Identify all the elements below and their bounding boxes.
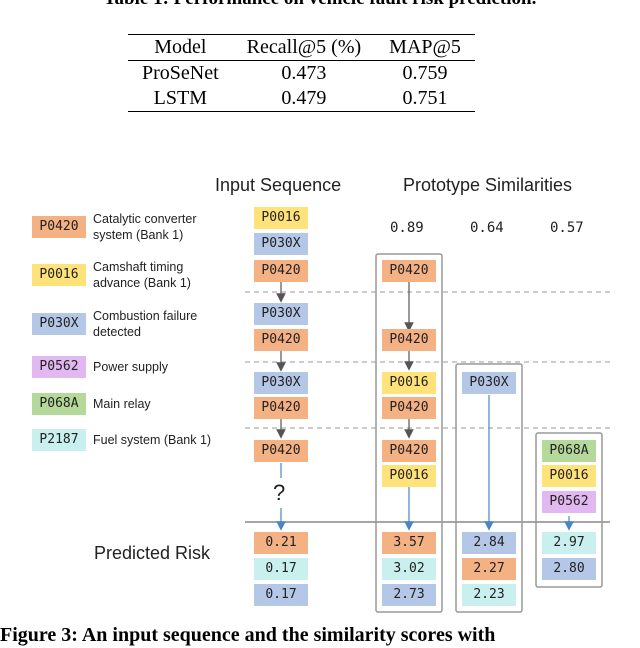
prototype2-event-chip: P030X	[462, 372, 516, 394]
input-event-chip: P0420	[254, 329, 308, 351]
legend-desc: Catalytic converter system (Bank 1)	[93, 212, 197, 242]
prototype1-event-chip: P0016	[382, 372, 436, 394]
input-event-chip: P0420	[254, 440, 308, 462]
prototype-similarities-title: Prototype Similarities	[403, 175, 573, 195]
figure-caption: Figure 3: An input sequence and the simi…	[0, 624, 496, 646]
risk-value-chip: 0.17	[254, 558, 308, 580]
risk-value-chip: 2.73	[382, 584, 436, 606]
risk-value-chip: 3.57	[382, 532, 436, 554]
input-event-chip: P030X	[254, 233, 308, 255]
legend-chip-p0562: P0562	[32, 356, 86, 378]
input-event-chip: P030X	[254, 372, 308, 394]
prototype2-box	[455, 363, 523, 613]
legend-desc: Main relay	[93, 397, 151, 411]
table-row: LSTM 0.479 0.751	[128, 86, 475, 112]
legend-desc: Power supply	[93, 360, 169, 374]
legend-desc: Combustion failure detected	[93, 309, 198, 339]
table-header-row: Model Recall@5 (%) MAP@5	[128, 34, 475, 61]
risk-value-chip: 0.21	[254, 532, 308, 554]
input-event-chip: P0420	[254, 397, 308, 419]
legend-chip-p2187: P2187	[32, 429, 86, 451]
prototype1-event-chip: P0016	[382, 465, 436, 487]
table-caption: Table 1: Performance on vehicle fault ri…	[0, 0, 640, 10]
legend-desc: Fuel system (Bank 1)	[93, 433, 212, 447]
table-cell: 0.473	[281, 62, 327, 84]
input-sequence-title: Input Sequence	[215, 175, 342, 195]
legend-chip-p0420: P0420	[32, 216, 86, 238]
legend-chip-p0016: P0016	[32, 264, 86, 286]
prototype3-event-chip: P0562	[542, 491, 596, 513]
prototype1-event-chip: P0420	[382, 397, 436, 419]
table-header-model: Model	[154, 36, 207, 58]
table-cell: ProSeNet	[142, 62, 219, 84]
table-cell: 0.751	[402, 87, 448, 109]
risk-value-chip: 3.02	[382, 558, 436, 580]
table-row: ProSeNet 0.473 0.759	[128, 61, 475, 87]
similarity-score: 0.57	[550, 220, 584, 236]
prototype1-event-chip: P0420	[382, 260, 436, 282]
similarity-score: 0.89	[390, 220, 424, 236]
table-cell: LSTM	[153, 87, 207, 109]
predicted-risk-label: Predicted Risk	[94, 543, 211, 563]
table-cell: 0.759	[402, 62, 448, 84]
prototype1-event-chip: P0420	[382, 329, 436, 351]
risk-value-chip: 0.17	[254, 584, 308, 606]
table-header-recall: Recall@5 (%)	[246, 36, 362, 58]
risk-value-chip: 2.97	[542, 532, 596, 554]
prototype3-event-chip: P0016	[542, 465, 596, 487]
table-cell: 0.479	[281, 87, 327, 109]
risk-value-chip: 2.84	[462, 532, 516, 554]
legend-chip-p030x: P030X	[32, 313, 86, 335]
input-event-chip: P0016	[254, 207, 308, 229]
prototype3-box	[535, 432, 603, 588]
risk-value-chip: 2.80	[542, 558, 596, 580]
performance-table: Model Recall@5 (%) MAP@5 ProSeNet 0.473 …	[128, 34, 475, 112]
table-header-map: MAP@5	[389, 36, 461, 58]
legend-desc: Camshaft timing advance (Bank 1)	[93, 260, 191, 290]
prototype1-event-chip: P0420	[382, 440, 436, 462]
input-event-chip: P030X	[254, 303, 308, 325]
prototype1-box	[375, 253, 443, 613]
risk-value-chip: 2.27	[462, 558, 516, 580]
input-event-chip: P0420	[254, 260, 308, 282]
legend-chip-p068a: P068A	[32, 393, 86, 415]
similarity-score: 0.64	[470, 220, 504, 236]
prototype3-event-chip: P068A	[542, 440, 596, 462]
risk-value-chip: 2.23	[462, 584, 516, 606]
question-mark: ?	[273, 480, 286, 505]
